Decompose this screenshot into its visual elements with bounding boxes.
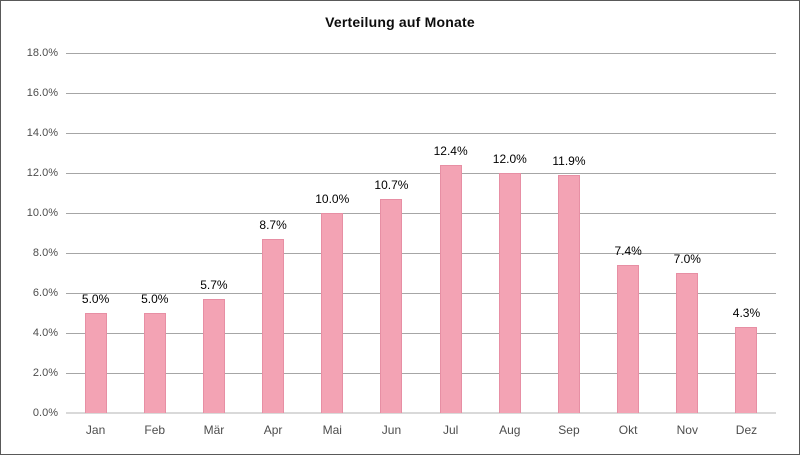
- bar-value-label-sep: 11.9%: [552, 154, 586, 168]
- bar-column-okt: 7.4%: [599, 53, 658, 413]
- y-tick-label-4.0%: 4.0%: [32, 327, 58, 339]
- bar-value-label-aug: 12.0%: [492, 152, 527, 166]
- bar-column-jun: 10.7%: [362, 53, 421, 413]
- bar-column-feb: 5.0%: [125, 53, 184, 413]
- y-tick-label-6.0%: 6.0%: [32, 287, 58, 299]
- bar-mr: [202, 299, 225, 413]
- y-tick-label-14.0%: 14.0%: [26, 127, 58, 139]
- gridline-6.0%: [66, 293, 776, 294]
- bar-apr: [262, 239, 285, 413]
- gridline-8.0%: [66, 253, 776, 254]
- bar-value-label-dez: 4.3%: [732, 306, 761, 320]
- x-tick-label-mr: Mär: [203, 423, 225, 437]
- gridline-16.0%: [66, 93, 776, 94]
- y-tick-label-0.0%: 0.0%: [32, 407, 58, 419]
- y-tick-label-10.0%: 10.0%: [26, 207, 58, 219]
- bar-column-apr: 8.7%: [244, 53, 303, 413]
- x-tick-label-nov: Nov: [676, 423, 698, 437]
- gridline-14.0%: [66, 133, 776, 134]
- y-tick-label-16.0%: 16.0%: [26, 87, 58, 99]
- plot-area: 0.0% 2.0% 4.0% 6.0% 8.0% 10.0% 12.0% 14.0% 16.0%…: [27, 47, 776, 419]
- bar-value-label-jun: 10.7%: [374, 178, 409, 192]
- bar-mai: [321, 213, 344, 413]
- bar-value-label-feb: 5.0%: [141, 292, 169, 306]
- bar-column-aug: 12.0%: [480, 53, 539, 413]
- bar-value-label-mai: 10.0%: [315, 192, 350, 206]
- bar-value-label-jul: 12.4%: [433, 144, 468, 158]
- y-tick-label-18.0%: 18.0%: [26, 47, 58, 59]
- bar-feb: [143, 313, 166, 413]
- gridline-4.0%: [66, 333, 776, 334]
- gridline-12.0%: [66, 173, 776, 174]
- bars-layer: 5.0% 5.0% 5.7% 8.7% 10.0% 10.7% 12.4% 12.0% 11.9…: [66, 53, 776, 413]
- bar-aug: [498, 173, 521, 413]
- gridline-10.0%: [66, 213, 776, 214]
- bar-column-mai: 10.0%: [303, 53, 362, 413]
- bar-jun: [380, 199, 403, 413]
- bar-jan: [84, 313, 107, 413]
- x-tick-label-okt: Okt: [618, 423, 638, 437]
- gridline-2.0%: [66, 373, 776, 374]
- x-tick-label-apr: Apr: [263, 423, 283, 437]
- y-tick-label-8.0%: 8.0%: [32, 247, 58, 259]
- x-tick-label-jun: Jun: [381, 423, 402, 437]
- bar-column-dez: 4.3%: [717, 53, 776, 413]
- bar-value-label-jan: 5.0%: [81, 292, 110, 306]
- bar-column-sep: 11.9%: [539, 53, 598, 413]
- x-tick-label-jan: Jan: [85, 423, 106, 437]
- bar-value-label-apr: 8.7%: [259, 218, 287, 232]
- bar-column-nov: 7.0%: [658, 53, 717, 413]
- y-tick-label-2.0%: 2.0%: [32, 367, 58, 379]
- bar-nov: [676, 273, 699, 413]
- bar-value-label-mr: 5.7%: [200, 278, 228, 292]
- chart-title: Verteilung auf Monate: [325, 14, 475, 30]
- bar-jul: [439, 165, 462, 413]
- x-tick-label-jul: Jul: [442, 423, 459, 437]
- bar-value-label-nov: 7.0%: [673, 252, 701, 266]
- x-tick-label-sep: Sep: [558, 423, 580, 437]
- y-tick-label-12.0%: 12.0%: [26, 167, 58, 179]
- x-axis-line: [66, 412, 776, 414]
- x-tick-label-dez: Dez: [735, 423, 758, 437]
- bar-column-jan: 5.0%: [66, 53, 125, 413]
- x-axis-labels: Jan Feb Mär Apr Mai Jun Jul Aug Sep Okt Nov Dez: [66, 414, 776, 437]
- bar-column-mr: 5.7%: [184, 53, 243, 413]
- bar-value-label-okt: 7.4%: [614, 244, 642, 258]
- bar-column-jul: 12.4%: [421, 53, 480, 413]
- bar-sep: [557, 175, 580, 413]
- gridline-18.0%: [66, 53, 776, 54]
- x-tick-label-aug: Aug: [499, 423, 521, 437]
- bar-okt: [617, 265, 640, 413]
- bar-dez: [735, 327, 758, 413]
- x-tick-label-feb: Feb: [144, 423, 166, 437]
- x-tick-label-mai: Mai: [322, 423, 342, 437]
